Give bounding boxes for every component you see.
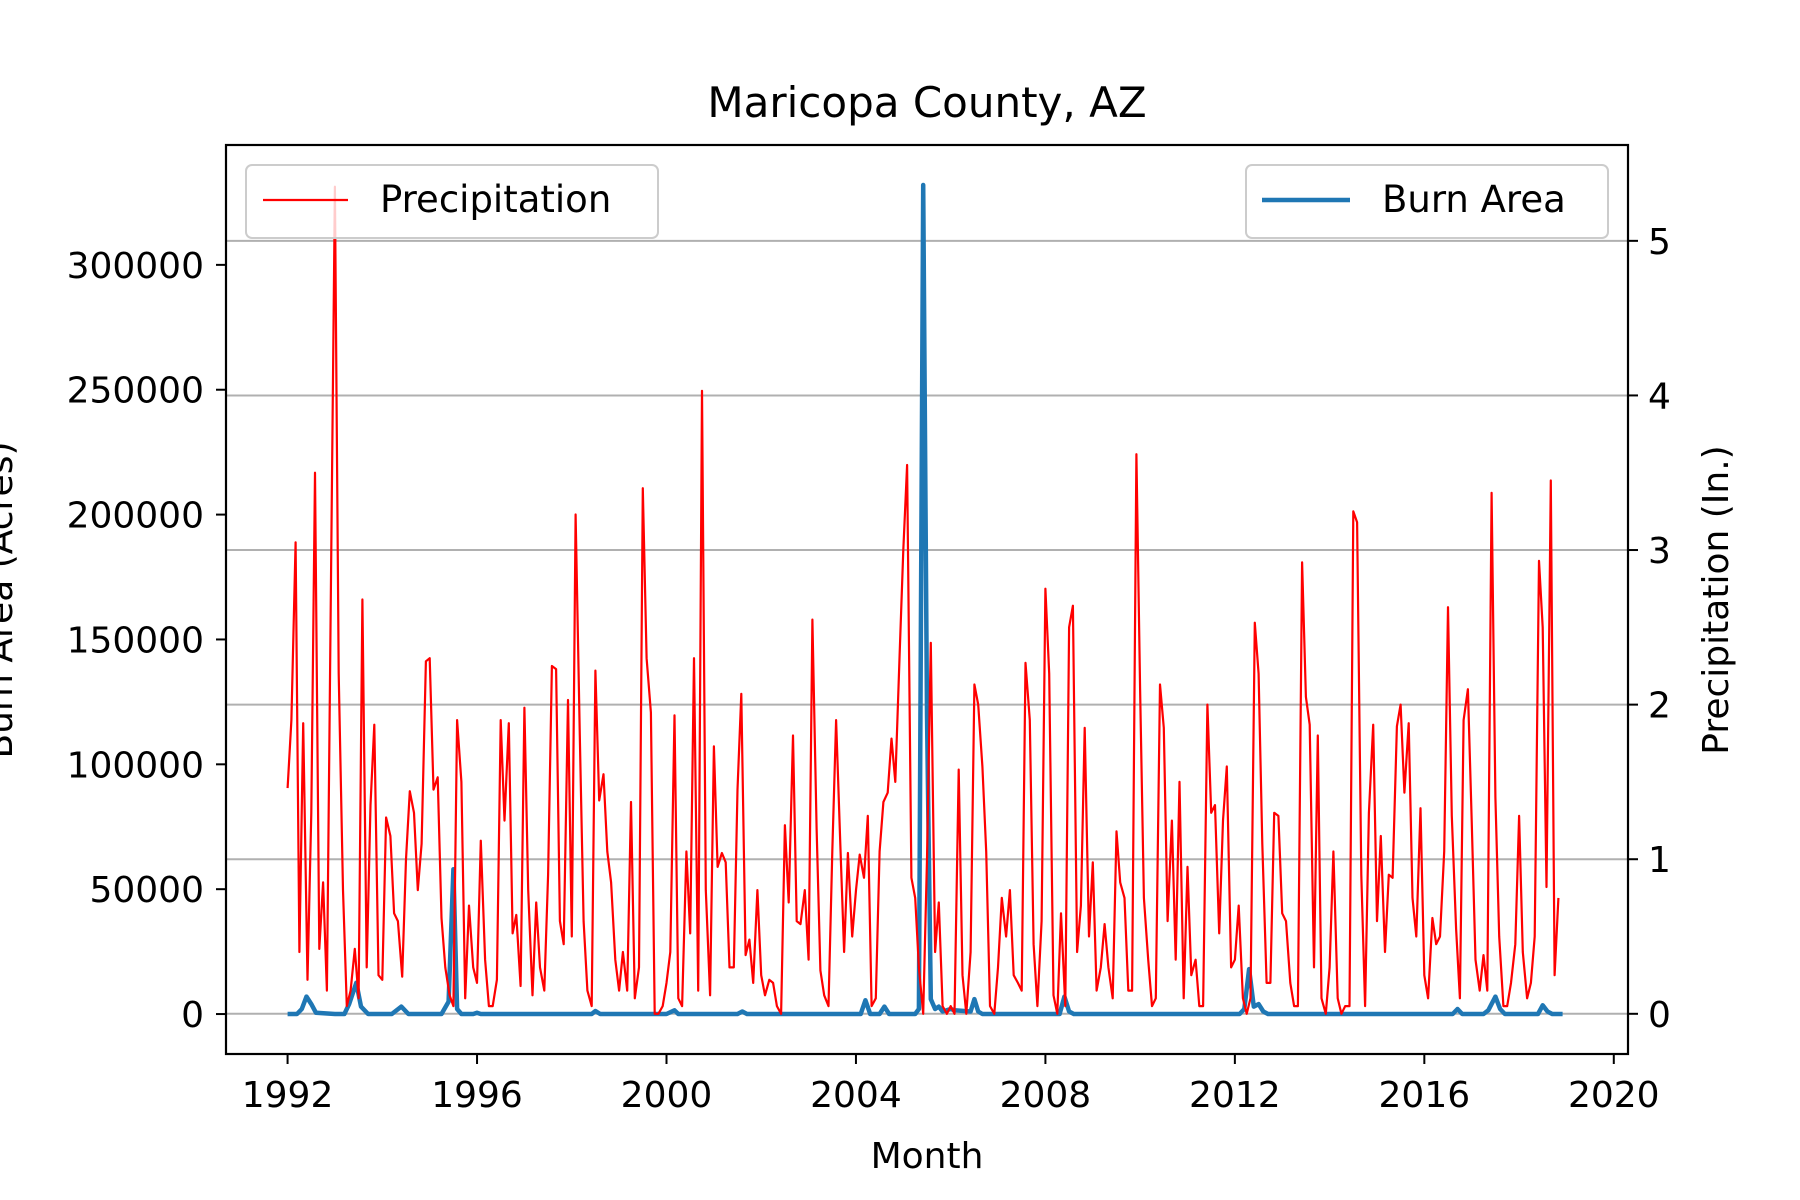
y-axis-right: 0 1 2 3 4 5: [1628, 222, 1671, 1036]
plot-area-frame: [224, 143, 1630, 1056]
y-axis-right-label: Precipitation (In.): [1696, 445, 1737, 754]
burn-area-series: [287, 182, 1563, 1017]
precipitation-series: [286, 185, 1560, 1015]
legend-precipitation-box: [245, 164, 659, 239]
x-tick-label-6: 2016: [1379, 1075, 1471, 1116]
y-right-tick-label-5: 5: [1648, 222, 1671, 263]
legend-precipitation-label: Precipitation: [380, 178, 611, 221]
y-axis-left: 0 50000 100000 150000 200000 250000 300000: [67, 246, 226, 1036]
x-tick-label-5: 2012: [1189, 1075, 1281, 1116]
y-left-tick-label-3: 150000: [67, 620, 204, 661]
legend-burn-area-box: [1245, 164, 1609, 239]
legend-precipitation: Precipitation: [245, 164, 659, 239]
y-left-tick-label-6: 300000: [67, 246, 204, 287]
legend-burn-area-label: Burn Area: [1382, 178, 1566, 221]
y-right-tick-label-3: 3: [1648, 531, 1671, 572]
x-tick-label-7: 2020: [1568, 1075, 1660, 1116]
y-left-tick-label-1: 50000: [89, 870, 204, 911]
y-right-tick-label-4: 4: [1648, 376, 1671, 417]
x-tick-label-1: 1996: [431, 1075, 523, 1116]
series-line-precipitation: [286, 185, 1560, 1015]
y-left-tick-label-4: 200000: [67, 496, 204, 537]
chart-title: Maricopa County, AZ: [707, 78, 1146, 127]
y-right-tick-label-1: 1: [1648, 840, 1671, 881]
y-right-tick-label-2: 2: [1648, 686, 1671, 727]
x-axis-label: Month: [871, 1136, 984, 1177]
y-axis-left-label: Burn Area (Acres): [0, 441, 21, 758]
y-left-tick-label-0: 0: [181, 995, 204, 1036]
x-axis: 1992 1996 2000 2004 2008 2012 2016 2020: [242, 1054, 1660, 1116]
y-left-tick-label-2: 100000: [67, 745, 204, 786]
x-tick-label-2: 2000: [621, 1075, 713, 1116]
y-left-tick-label-5: 250000: [67, 371, 204, 412]
y-right-tick-label-0: 0: [1648, 995, 1671, 1036]
legend-burn-area: Burn Area: [1245, 164, 1609, 239]
x-tick-label-0: 1992: [242, 1075, 334, 1116]
series-line-burn-area: [287, 182, 1563, 1017]
x-tick-label-4: 2008: [1000, 1075, 1092, 1116]
x-tick-label-3: 2004: [810, 1075, 902, 1116]
